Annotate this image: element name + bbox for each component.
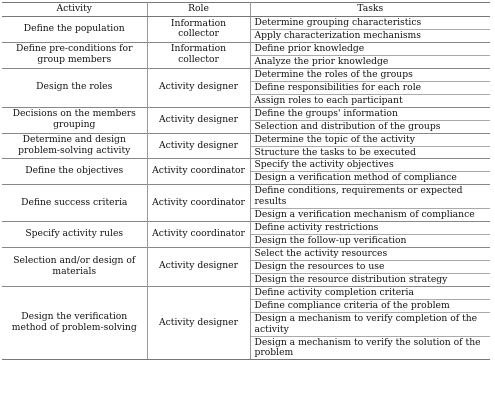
tasks-cell: Define conditions, requirements or expec… bbox=[250, 184, 490, 222]
activity-cell: Define pre-conditions for group members bbox=[2, 41, 148, 69]
tasks-cell: Define the groups' information Selection … bbox=[250, 106, 490, 134]
task-item: Determine the topic of the activity bbox=[254, 133, 415, 145]
table-row: Determine and design problem-solving act… bbox=[2, 132, 490, 159]
tasks-cell: Specify the activity objectives Design a … bbox=[250, 158, 490, 185]
task-item: Design the follow-up verification bbox=[250, 234, 490, 247]
table-header: Activity Role Tasks bbox=[2, 2, 490, 17]
role-cell: Activity designer bbox=[147, 67, 251, 108]
tasks-cell: Select the activity resources Design the … bbox=[250, 246, 490, 287]
activity-cell: Design the roles bbox=[2, 67, 148, 108]
table-row: Selection and/or design of materials Acti… bbox=[2, 246, 490, 287]
task-item: Design a mechanism to verify completion … bbox=[250, 311, 490, 336]
task-item: Define the groups' information bbox=[254, 107, 398, 119]
role-cell: Activity coordinator bbox=[147, 158, 251, 185]
tasks-cell: Define prior knowledge Analyze the prior … bbox=[250, 41, 490, 69]
role-cell: Activity coordinator bbox=[147, 221, 251, 248]
role-cell: Information collector bbox=[147, 16, 251, 43]
activity-cell: Specify activity rules bbox=[2, 221, 148, 248]
task-item: Specify the activity objectives bbox=[254, 159, 394, 171]
tasks-cell: Determine the roles of the groups Define … bbox=[250, 67, 490, 108]
tasks-cell: Determine the topic of the activity Struc… bbox=[250, 132, 490, 159]
table-row: Design the roles Activity designer Determi… bbox=[2, 67, 490, 108]
table-row: Define success criteria Activity coordina… bbox=[2, 184, 490, 222]
task-item: Define responsibilities for each role bbox=[250, 80, 490, 94]
header-activity: Activity bbox=[2, 2, 148, 17]
task-item: Define conditions, requirements or expec… bbox=[254, 185, 463, 208]
table-row: Define the population Information collect… bbox=[2, 16, 490, 43]
task-item: Define activity restrictions bbox=[254, 222, 379, 234]
table-row: Define the objectives Activity coordinato… bbox=[2, 158, 490, 185]
task-item: Design the resource distribution strateg… bbox=[250, 272, 490, 286]
task-item: Design the resources to use bbox=[250, 259, 490, 273]
tasks-cell: Define activity restrictions Design the f… bbox=[250, 221, 490, 248]
task-item: Assign roles to each participant bbox=[250, 93, 490, 107]
table-row: Design the verification method of proble… bbox=[2, 285, 490, 361]
table-row: Specify activity rules Activity coordinat… bbox=[2, 221, 490, 248]
header-row: Activity Role Tasks bbox=[2, 2, 490, 17]
header-role: Role bbox=[147, 2, 251, 17]
task-item: Select the activity resources bbox=[254, 247, 388, 259]
tasks-cell: Determine grouping characteristics Apply … bbox=[250, 16, 490, 43]
task-item: Design a mechanism to verify the solutio… bbox=[250, 335, 490, 360]
task-item: Define prior knowledge bbox=[254, 42, 365, 54]
activity-cell: Define the population bbox=[2, 16, 148, 43]
table-row: Define pre-conditions for group members I… bbox=[2, 41, 490, 69]
activity-cell: Decisions on the members grouping bbox=[2, 106, 148, 134]
activity-cell: Determine and design problem-solving act… bbox=[2, 132, 148, 159]
activities-table: Activity Role Tasks Define the populatio… bbox=[2, 2, 490, 361]
activity-cell: Design the verification method of proble… bbox=[2, 285, 148, 361]
role-cell: Activity coordinator bbox=[147, 184, 251, 222]
role-cell: Activity designer bbox=[147, 106, 251, 134]
table-row: Decisions on the members grouping Activit… bbox=[2, 106, 490, 134]
role-cell: Activity designer bbox=[147, 285, 251, 361]
task-item: Structure the tasks to be executed bbox=[250, 145, 490, 159]
task-item: Determine the roles of the groups bbox=[254, 68, 413, 80]
header-tasks: Tasks bbox=[250, 2, 490, 17]
role-cell: Activity designer bbox=[147, 246, 251, 287]
table-body: Define the population Information collect… bbox=[2, 16, 490, 361]
task-item: Determine grouping characteristics bbox=[254, 17, 422, 28]
task-item: Define compliance criteria of the proble… bbox=[250, 298, 490, 312]
activity-cell: Selection and/or design of materials bbox=[2, 246, 148, 287]
task-item: Analyze the prior knowledge bbox=[250, 54, 490, 68]
task-item: Selection and distribution of the groups bbox=[250, 119, 490, 133]
activity-cell: Define the objectives bbox=[2, 158, 148, 185]
task-item: Design a verification mechanism of compl… bbox=[250, 208, 490, 221]
role-cell: Activity designer bbox=[147, 132, 251, 159]
role-cell: Information collector bbox=[147, 41, 251, 69]
task-item: Design a verification method of complian… bbox=[250, 171, 490, 184]
tasks-cell: Define activity completion criteria Defin… bbox=[250, 285, 490, 361]
task-item: Apply characterization mechanisms bbox=[250, 29, 490, 42]
task-item: Define activity completion criteria bbox=[254, 286, 414, 298]
activity-cell: Define success criteria bbox=[2, 184, 148, 222]
